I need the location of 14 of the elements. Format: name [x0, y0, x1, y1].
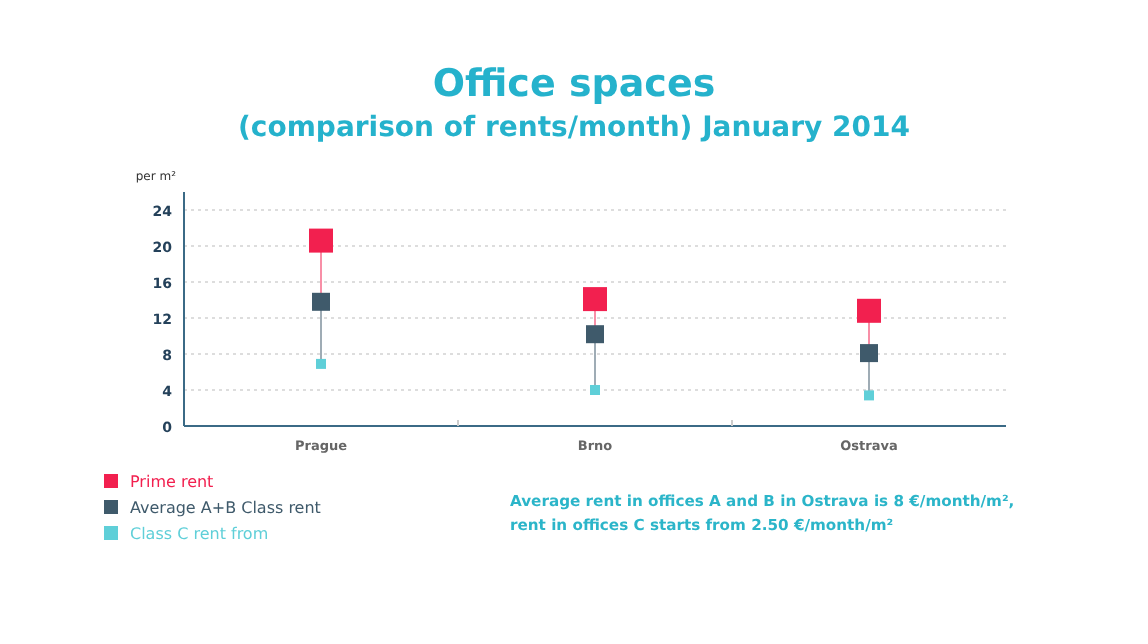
legend-label: Prime rent: [130, 473, 214, 491]
point: [864, 390, 874, 401]
legend-label: Class C rent from: [130, 525, 269, 543]
legend-label: Average A+B Class rent: [130, 499, 321, 517]
point: [857, 298, 881, 323]
point: [860, 344, 878, 363]
point: [309, 228, 333, 253]
point: [590, 385, 600, 395]
point: [316, 358, 326, 369]
chart-subtitle: (comparison of rents/month) January 2014: [238, 112, 911, 144]
point: [312, 292, 330, 311]
point: [586, 325, 604, 344]
chart-title: Office spaces: [432, 62, 716, 106]
point: [583, 287, 607, 312]
